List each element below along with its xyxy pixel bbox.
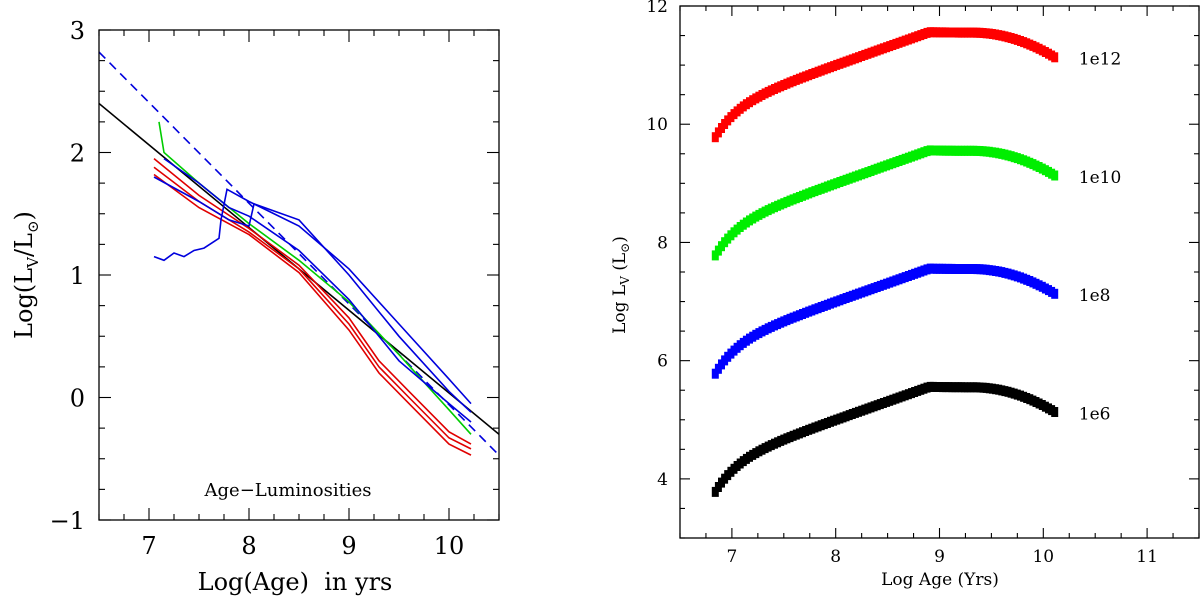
left-series-red-3: [153, 173, 472, 456]
right-series-group: [711, 27, 1059, 497]
left-series-blue-1: [153, 188, 472, 405]
right-y-tick-label: 6: [657, 352, 668, 372]
right-series-label-1e10: 1e10: [1079, 168, 1122, 188]
left-chart-panel: 7 8 9 10 −1 0 1 2 3 Age−Luminosities Log(Age) in…: [10, 17, 500, 596]
right-x-tick-label: 8: [830, 547, 841, 567]
right-x-tick-label: 7: [726, 547, 737, 567]
right-series-1e10: [711, 145, 1059, 261]
left-x-tick-label: 9: [341, 532, 356, 560]
right-series-1e8: [711, 263, 1059, 379]
left-x-tick-label: 10: [434, 532, 465, 560]
left-series-blue-2: [153, 176, 472, 413]
right-series-label-1e8: 1e8: [1079, 286, 1111, 306]
left-y-axis-title: Log(LV/L⊙): [10, 211, 42, 339]
right-y-tick-label: 8: [657, 233, 668, 253]
left-x-tick-label: 8: [241, 532, 256, 560]
left-y-tick-label: 1: [70, 262, 85, 290]
left-y-tick-label: 0: [70, 385, 85, 413]
left-y-tick-label: 3: [70, 17, 85, 45]
right-point-1e12: [1051, 52, 1059, 63]
right-series-1e12: [711, 27, 1059, 143]
right-series-label-1e12: 1e12: [1079, 50, 1122, 70]
left-series-group: [99, 51, 499, 456]
right-point-1e8: [1051, 288, 1059, 299]
right-y-tick-label: 12: [646, 0, 668, 17]
left-series-blue-3: [163, 157, 472, 423]
right-y-tick-label: 4: [657, 470, 668, 490]
right-y-axis-title: Log LV (L⊙): [610, 236, 632, 334]
right-series-1e6: [711, 381, 1059, 497]
right-x-tick-label: 9: [934, 547, 945, 567]
left-series-green: [158, 121, 472, 435]
left-y-tick-label: 2: [70, 140, 85, 168]
left-axis-ticks: 7 8 9 10 −1 0 1 2 3: [50, 17, 500, 560]
right-series-label-1e6: 1e6: [1079, 404, 1111, 424]
right-point-1e10: [1051, 170, 1059, 181]
left-plot-frame: [98, 29, 500, 521]
right-x-tick-label: 11: [1136, 547, 1158, 567]
left-x-axis-title: Log(Age) in yrs: [198, 568, 393, 596]
left-series-red-1: [153, 157, 472, 445]
right-series-labels: 1e12 1e10 1e8 1e6: [1079, 50, 1122, 425]
right-point-1e6: [1051, 407, 1059, 417]
left-y-tick-label: −1: [50, 507, 85, 535]
right-x-axis-title: Log Age (Yrs): [881, 570, 999, 590]
left-annotation: Age−Luminosities: [204, 480, 372, 501]
left-x-tick-label: 7: [141, 532, 156, 560]
right-chart-panel: 7 8 9 10 11 4 6 8 10 12 1e12 1e10 1e8 1e6 Log Age (Y…: [610, 0, 1200, 590]
right-y-tick-label: 10: [646, 115, 668, 135]
right-axis-ticks: 7 8 9 10 11 4 6 8 10 12: [646, 0, 1200, 567]
left-series-blue-dashed-fit: [99, 51, 499, 456]
right-x-tick-label: 10: [1032, 547, 1054, 567]
